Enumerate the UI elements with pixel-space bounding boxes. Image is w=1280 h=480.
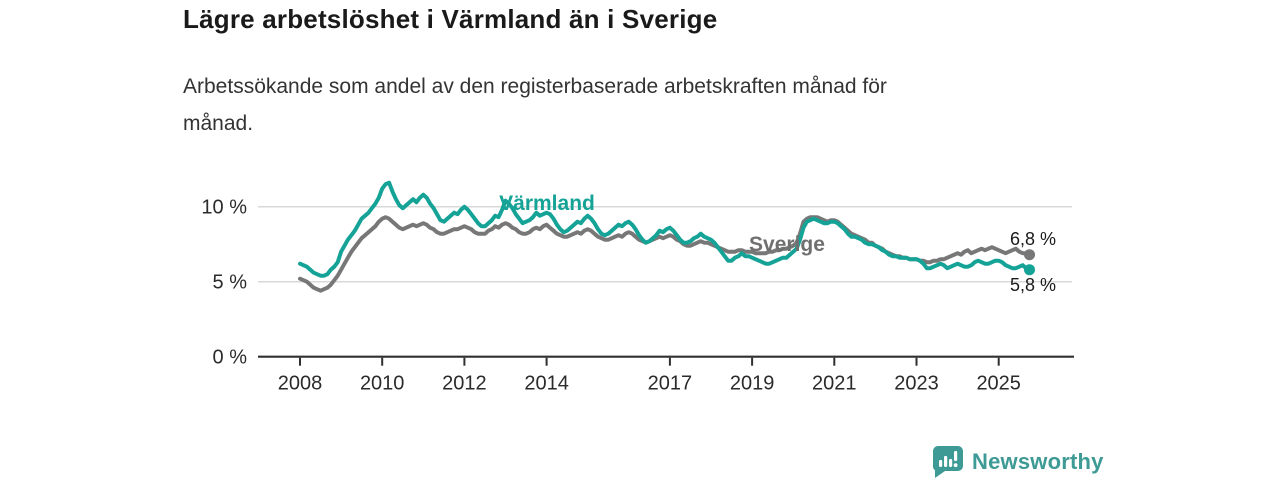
x-tick-label-2017: 2017	[648, 373, 693, 395]
page-title: Lägre arbetslöshet i Värmland än i Sveri…	[183, 4, 718, 34]
y-tick-label-10: 10 %	[201, 197, 247, 219]
subtitle-line-2: månad.	[183, 112, 254, 135]
x-tick-label-2014: 2014	[524, 373, 569, 395]
end-dot-värmland	[1024, 264, 1035, 276]
value-label-sverige: 6,8 %	[1010, 229, 1057, 249]
x-tick-label-2025: 2025	[976, 373, 1021, 395]
x-tick-label-2008: 2008	[278, 373, 323, 395]
x-tick-label-2021: 2021	[812, 373, 857, 395]
newsworthy-logo[interactable]: Newsworthy	[931, 445, 1104, 479]
x-tick-label-2010: 2010	[360, 373, 405, 395]
series-label-sverige: Sverige	[749, 233, 825, 256]
x-tick-label-2023: 2023	[894, 373, 939, 395]
chart-subtitle: Arbetssökande som andel av den registerb…	[183, 68, 887, 142]
x-tick-label-2012: 2012	[442, 373, 487, 395]
y-tick-label-5: 5 %	[213, 272, 248, 294]
newsworthy-wordmark: Newsworthy	[972, 449, 1104, 474]
x-tick-label-2019: 2019	[730, 373, 775, 395]
y-tick-label-0: 0 %	[213, 347, 248, 369]
line-värmland	[298, 180, 1032, 278]
value-label-varmland: 5,8 %	[1010, 275, 1057, 295]
subtitle-line-1: Arbetssökande som andel av den registerb…	[183, 75, 887, 98]
series-label-varmland: Värmland	[499, 192, 595, 215]
end-dot-sverige	[1024, 249, 1035, 261]
bar-chart-speech-bubble-icon	[932, 446, 963, 478]
